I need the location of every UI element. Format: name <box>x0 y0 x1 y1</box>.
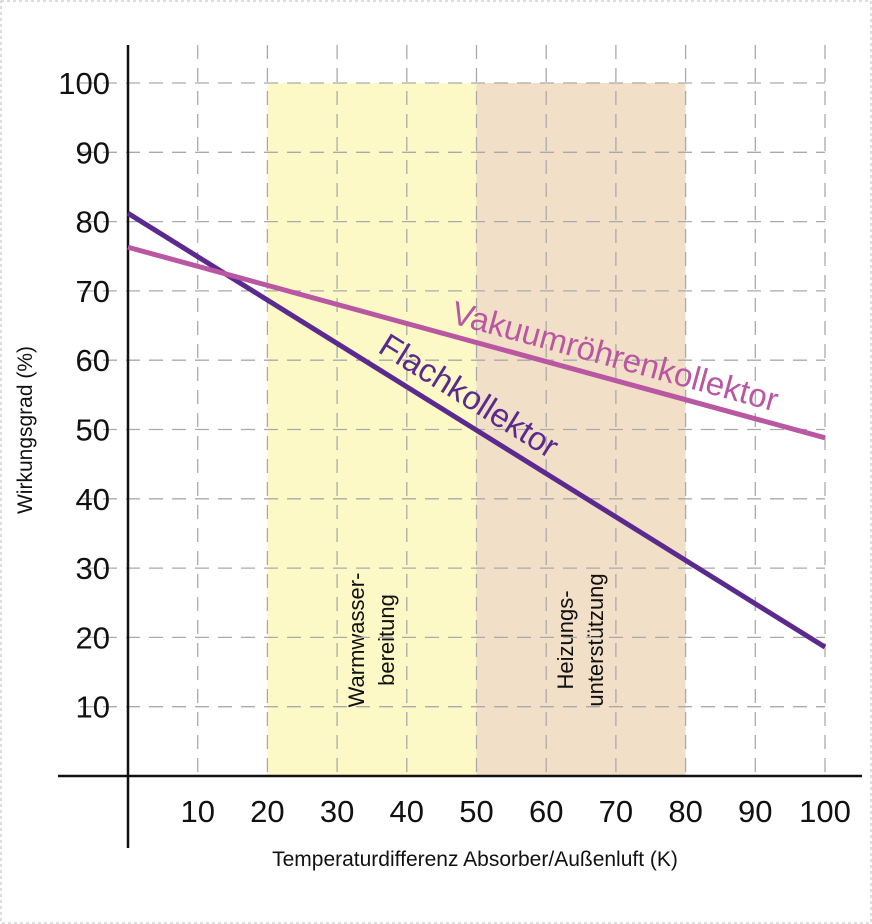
band-label: Warmwasser- <box>344 573 369 708</box>
x-tick-label: 60 <box>529 794 563 829</box>
y-tick-label: 80 <box>76 205 110 240</box>
x-tick-label: 80 <box>668 794 702 829</box>
x-tick-label: 20 <box>250 794 284 829</box>
band-0 <box>267 83 477 776</box>
y-tick-label: 10 <box>76 690 110 725</box>
band-label: bereitung <box>374 594 399 686</box>
x-axis-label: Temperaturdifferenz Absorber/Außenluft (… <box>272 848 678 871</box>
y-axis-label: Wirkungsgrad (%) <box>14 346 37 514</box>
y-tick-label: 90 <box>76 135 110 170</box>
y-tick-label: 60 <box>76 343 110 378</box>
x-tick-label: 30 <box>320 794 354 829</box>
y-tick-label: 50 <box>76 413 110 448</box>
y-tick-label: 30 <box>76 551 110 586</box>
y-tick-label: 40 <box>76 482 110 517</box>
series-line-0 <box>126 211 827 650</box>
x-tick-label: 10 <box>180 794 214 829</box>
band-label: Heizungs- <box>553 590 578 689</box>
y-tick-label: 20 <box>76 620 110 655</box>
x-tick-label: 90 <box>738 794 772 829</box>
x-tick-label: 50 <box>459 794 493 829</box>
y-tick-label: 70 <box>76 274 110 309</box>
series-line-1 <box>127 244 826 441</box>
band-label: unterstützung <box>583 573 608 706</box>
x-tick-label: 100 <box>799 794 851 829</box>
y-tick-label: 100 <box>58 66 110 101</box>
band-1 <box>476 83 686 776</box>
x-tick-label: 70 <box>599 794 633 829</box>
x-tick-label: 40 <box>390 794 424 829</box>
